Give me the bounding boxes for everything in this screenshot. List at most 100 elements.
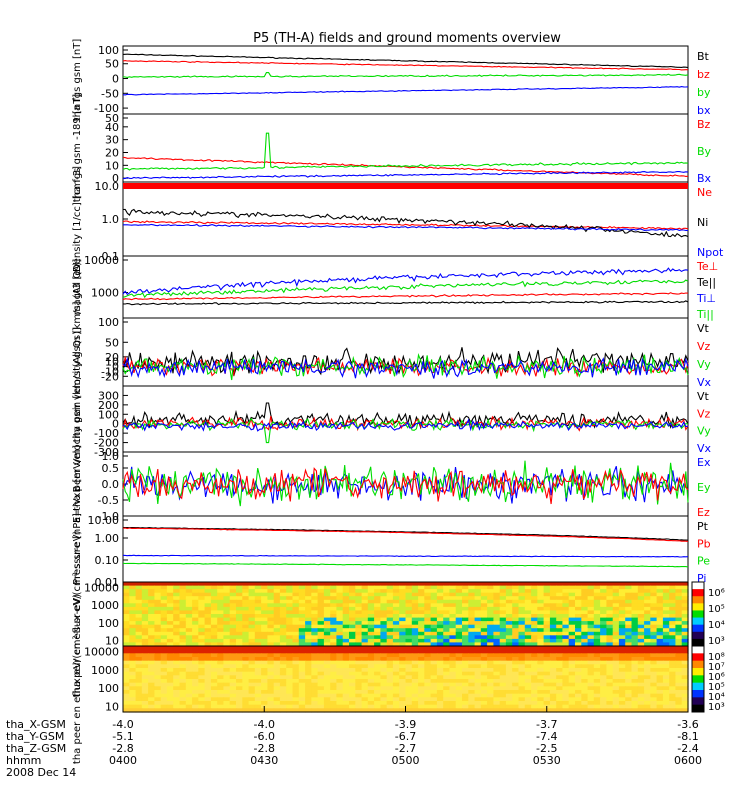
panel-9-cell xyxy=(323,585,331,590)
orbit-value-0-1: -4.0 xyxy=(254,718,275,731)
panel-9-cell xyxy=(141,642,149,647)
panel-9-cell xyxy=(273,592,281,597)
panel-9-cell xyxy=(556,589,564,594)
panel-10-cell xyxy=(575,679,582,684)
panel-9-cell xyxy=(311,628,319,633)
panel-9-cell xyxy=(349,585,356,590)
panel-9-cell xyxy=(236,638,243,644)
panel-10-cell xyxy=(267,653,275,658)
panel-10-cell xyxy=(644,697,651,702)
panel-9-cell xyxy=(637,631,645,636)
panel-9-cell xyxy=(424,635,432,640)
panel-10-cell xyxy=(575,668,582,673)
panel-9-cell xyxy=(637,638,645,644)
panel-9-cell xyxy=(562,635,570,640)
panel-10-cell xyxy=(342,704,350,709)
panel-9-cell xyxy=(669,585,677,590)
panel-9-cell xyxy=(637,628,645,633)
panel-10-cell xyxy=(166,657,174,662)
panel-9-cell xyxy=(267,617,275,622)
panel-10-cell xyxy=(587,679,595,684)
panel-10-cell xyxy=(600,657,607,662)
panel-9-cell xyxy=(380,628,388,633)
panel-10-cell xyxy=(273,671,281,676)
chart-title: P5 (TH-A) fields and ground moments over… xyxy=(253,31,561,46)
panel-10-cell xyxy=(474,697,482,702)
panel-10-cell xyxy=(330,664,338,669)
panel-10-cell xyxy=(254,690,262,695)
panel-9-cell xyxy=(581,638,589,644)
panel-9-cell xyxy=(399,628,407,633)
panel-9-cell xyxy=(612,582,620,587)
panel-10-cell xyxy=(587,675,595,680)
panel-10-cell xyxy=(204,704,212,709)
panel-10-cell xyxy=(123,671,130,676)
panel-10-cell xyxy=(179,686,187,691)
panel-9-cell xyxy=(292,610,300,615)
panel-9-cell xyxy=(524,638,532,644)
panel-9-cell xyxy=(424,596,432,601)
panel-9-cell xyxy=(606,610,614,615)
panel-10-cell xyxy=(524,649,532,654)
panel-10-cell xyxy=(355,679,363,684)
panel-10-cell xyxy=(123,679,130,684)
panel-10-cell xyxy=(549,649,557,654)
panel-9-cell xyxy=(656,582,664,587)
panel-9-cell xyxy=(242,642,250,647)
panel-9-cell xyxy=(166,589,174,594)
panel-9-cell xyxy=(298,603,306,608)
panel-9-cell xyxy=(518,617,526,622)
panel-9-cell xyxy=(418,603,425,608)
panel-9-cell xyxy=(424,610,432,615)
panel-10-cell xyxy=(549,657,557,662)
panel-9-cell xyxy=(600,610,607,615)
panel-9-cell xyxy=(487,617,494,622)
panel-9-cell xyxy=(173,603,181,608)
panel-10-cell xyxy=(612,646,620,651)
panel-9-cell xyxy=(505,635,513,640)
panel-9-cell xyxy=(662,631,670,636)
panel-10-cell xyxy=(612,657,620,662)
panel-10-cell xyxy=(242,671,250,676)
panel-10-cell xyxy=(430,675,438,680)
colorbar-top-tick-2: 10⁴ xyxy=(708,620,725,631)
panel-9-cell xyxy=(499,606,507,612)
panel-10-cell xyxy=(254,686,262,691)
panel-10-cell xyxy=(499,657,507,662)
panel-5-series-Vy xyxy=(122,352,689,381)
panel-9-cell xyxy=(355,635,363,640)
panel-9-cell xyxy=(405,638,413,644)
panel-9-cell xyxy=(286,599,294,604)
panel-10-cell xyxy=(562,686,570,691)
panel-9-cell xyxy=(487,585,494,590)
panel-10-cell xyxy=(600,653,607,658)
panel-10-cell xyxy=(618,693,626,698)
panel-9-cell xyxy=(355,614,363,619)
panel-9-cell xyxy=(374,603,381,608)
panel-10-cell xyxy=(449,664,457,669)
panel-9-cell xyxy=(399,610,407,615)
panel-9-cell xyxy=(129,638,137,644)
panel-10-cell xyxy=(374,671,381,676)
panel-9-cell xyxy=(317,585,325,590)
panel-10-cell xyxy=(531,708,538,713)
panel-9-cell xyxy=(248,592,256,597)
panel-9-cell xyxy=(487,635,494,640)
panel-9-cell xyxy=(612,603,620,608)
panel-10-cell xyxy=(612,697,620,702)
panel-10-cell xyxy=(273,679,281,684)
panel-10-cell xyxy=(499,697,507,702)
panel-10-cell xyxy=(600,690,607,695)
panel-10-cell xyxy=(499,679,507,684)
panel-9-cell xyxy=(342,610,350,615)
panel-9-cell xyxy=(330,635,338,640)
panel-9-cell xyxy=(562,617,570,622)
panel-10-cell xyxy=(581,649,589,654)
panel-9-cell xyxy=(292,614,300,619)
panel-10-cell xyxy=(418,671,425,676)
panel-9-cell xyxy=(185,642,193,647)
panel-9-cell xyxy=(148,603,155,608)
panel-9-cell xyxy=(411,589,419,594)
panel-10-cell xyxy=(631,653,639,658)
panel-9-cell xyxy=(518,585,526,590)
